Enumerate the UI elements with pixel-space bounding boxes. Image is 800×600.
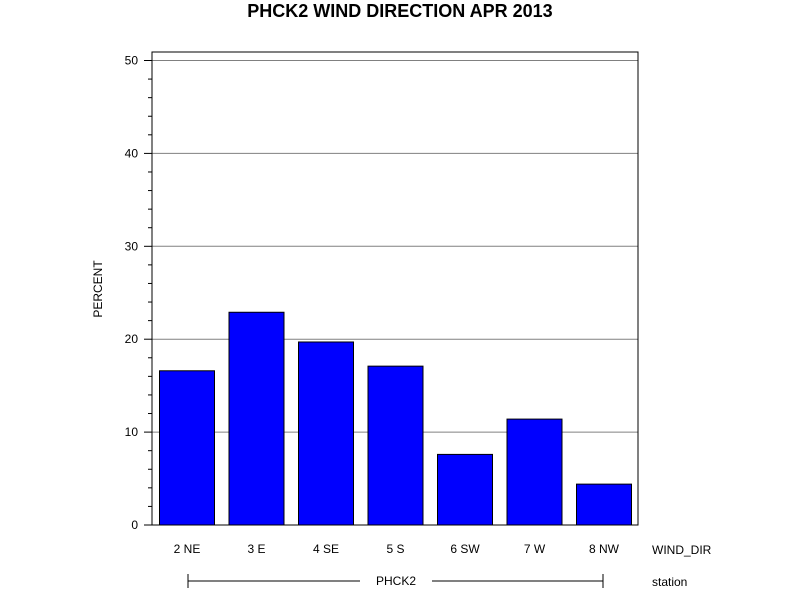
- x-tick-label: 7 W: [524, 542, 546, 556]
- bar-2-ne: [159, 370, 215, 526]
- bar-6-sw: [437, 453, 493, 526]
- group-axis: PHCK2 station: [187, 574, 687, 589]
- x-tick-label: 3 E: [247, 542, 265, 556]
- y-tick-label: 10: [125, 425, 139, 439]
- bar-3-e: [228, 311, 285, 526]
- chart-title: PHCK2 WIND DIRECTION APR 2013: [247, 1, 552, 21]
- y-tick-label: 30: [125, 239, 139, 253]
- x-tick-label: 6 SW: [450, 542, 480, 556]
- bar-8-nw: [576, 483, 632, 526]
- group-axis-label: station: [652, 575, 687, 589]
- bar-7-w: [506, 418, 563, 526]
- plot-frame: [151, 51, 639, 526]
- x-axis-labels: 2 NE 3 E 4 SE 5 S 6 SW 7 W 8 NW: [174, 542, 620, 556]
- x-tick-label: 5 S: [386, 542, 404, 556]
- x-tick-label: 2 NE: [174, 542, 201, 556]
- group-label: PHCK2: [376, 574, 416, 588]
- bar-5-s: [367, 365, 424, 526]
- x-tick-label: 8 NW: [589, 542, 620, 556]
- bars: [159, 311, 632, 526]
- x-tick-label: 4 SE: [313, 542, 339, 556]
- y-tick-label: 40: [125, 146, 139, 160]
- bar-4-se: [298, 341, 354, 526]
- x-axis-label: WIND_DIR: [652, 543, 712, 557]
- y-axis-label: PERCENT: [91, 260, 105, 318]
- y-tick-label: 0: [131, 518, 138, 532]
- y-axis: 0 10 20 30 40 50: [125, 54, 152, 532]
- y-tick-label: 50: [125, 54, 139, 68]
- y-tick-label: 20: [125, 332, 139, 346]
